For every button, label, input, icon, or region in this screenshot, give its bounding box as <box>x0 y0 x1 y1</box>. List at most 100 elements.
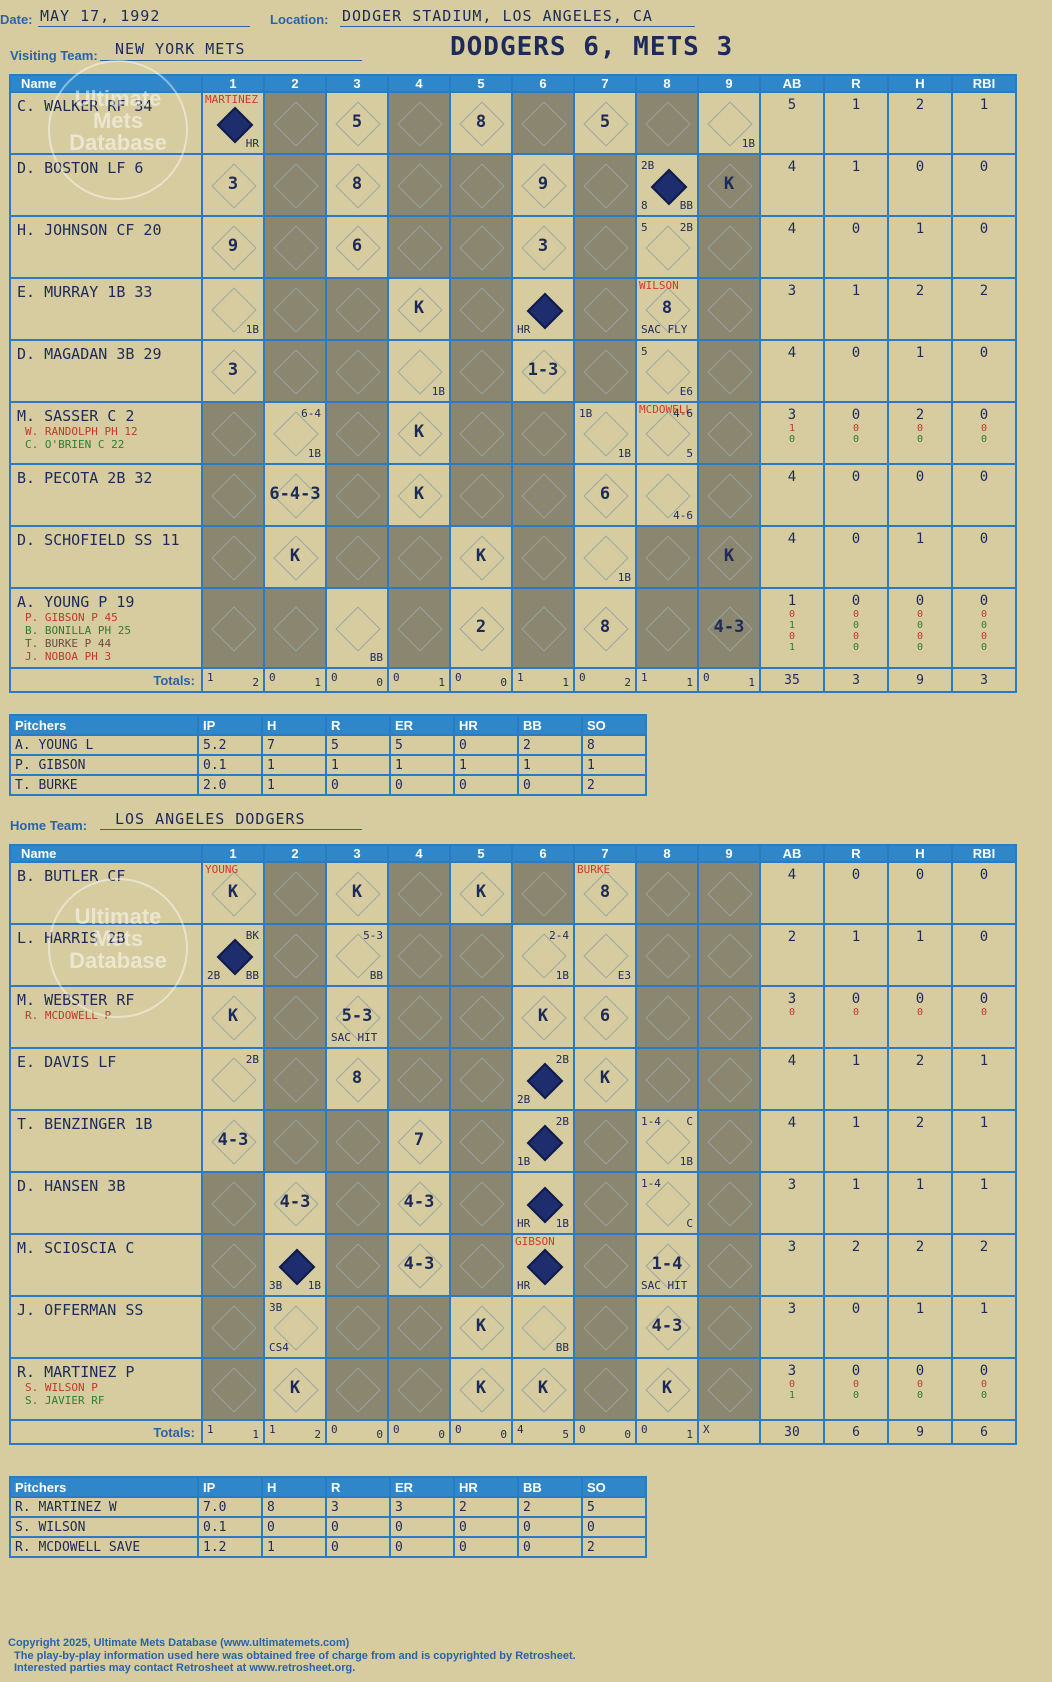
at-bat-cell <box>697 1357 761 1421</box>
at-bat-cell <box>325 525 389 589</box>
inning-hits: 0 <box>500 1428 507 1441</box>
diamond <box>459 287 505 333</box>
ab-value: 5 <box>787 97 797 113</box>
at-bat-cell: 8 <box>325 1047 389 1111</box>
diamond <box>273 225 319 271</box>
at-bat-cell <box>697 277 761 341</box>
play-result: 8 <box>475 112 487 132</box>
h-value: 0 <box>916 642 924 653</box>
play-result: K <box>413 422 425 442</box>
at-bat-cell <box>387 1047 451 1111</box>
at-bat-cell <box>387 153 451 217</box>
at-bat-cell <box>201 1357 265 1421</box>
inning-runs: 0 <box>393 671 400 684</box>
at-bat-cell: 5-3 BB <box>325 923 389 987</box>
at-bat-cell: 2B 1B <box>511 1109 575 1173</box>
pitching-stat: 2 <box>517 734 583 756</box>
at-bat-cell: HR 1B <box>511 1171 575 1235</box>
at-bat-cell <box>263 339 327 403</box>
r-cell: 1 <box>823 277 889 341</box>
play-note: 1B <box>307 447 321 460</box>
inning-total: X <box>697 1419 761 1445</box>
at-bat-cell: 3 <box>511 215 575 279</box>
pitching-stat: 0 <box>453 1536 519 1558</box>
at-bat-cell <box>387 1357 451 1421</box>
diamond <box>273 933 319 979</box>
h-value: 1 <box>915 531 925 547</box>
at-bat-cell: 6 <box>573 463 637 527</box>
diamond <box>459 933 505 979</box>
play-note: 5 <box>641 221 648 234</box>
at-bat-cell: 4-3 <box>635 1295 699 1359</box>
date-label: Date: <box>0 12 33 27</box>
rbi-cell: 0 <box>951 923 1017 987</box>
diamond <box>583 163 629 209</box>
h-value: 2 <box>915 97 925 113</box>
at-bat-cell <box>325 1357 389 1421</box>
pitcher-name: P. GIBSON <box>9 754 199 776</box>
pitching-stat: 2.0 <box>197 774 263 796</box>
pitching-stat: 8 <box>261 1496 327 1518</box>
at-bat-cell: GIBSON HR <box>511 1233 575 1297</box>
play-result: K <box>537 1006 549 1026</box>
play-result: 4-3 <box>217 1130 249 1150</box>
at-bat-cell: 1B <box>201 277 265 341</box>
inning-runs: 4 <box>517 1423 524 1436</box>
diamond <box>583 349 629 395</box>
diamond <box>645 535 691 581</box>
ab-value: 3 <box>787 407 797 423</box>
inning-hits: 1 <box>252 1428 259 1441</box>
at-bat-cell <box>387 1295 451 1359</box>
pitching-stat: 7.0 <box>197 1496 263 1518</box>
visiting-underline <box>100 60 362 61</box>
at-bat-cell <box>201 463 265 527</box>
play-note: 1B <box>555 969 569 982</box>
at-bat-cell: 4-3 <box>387 1233 451 1297</box>
at-bat-cell <box>573 1357 637 1421</box>
at-bat-cell <box>635 1047 699 1111</box>
batter-row: E. DAVIS LF 2B 8 2B 2B K 4 1 2 1 <box>9 1047 1017 1111</box>
rbi-value: 1 <box>979 1053 989 1069</box>
inning-header: 9 <box>697 74 761 93</box>
at-bat-cell: 6 <box>325 215 389 279</box>
watermark-logo: Ultimate Mets Database <box>48 878 188 1018</box>
diamond <box>459 1181 505 1227</box>
pitching-header: IP <box>197 714 263 736</box>
ab-value: 1 <box>788 642 796 653</box>
home-team: LOS ANGELES DODGERS <box>115 810 306 828</box>
at-bat-cell <box>449 277 513 341</box>
h-cell: 0 <box>887 861 953 925</box>
diamond <box>459 349 505 395</box>
pitcher-row: S. WILSON 0.1 0 0 0 0 0 0 <box>9 1516 647 1538</box>
ab-cell: 4 <box>759 1109 825 1173</box>
batter-row: A. YOUNG P 19 P. GIBSON P 45 B. BONILLA PH… <box>9 587 1017 669</box>
inning-runs: 1 <box>517 671 524 684</box>
ab-value: 3 <box>787 1301 797 1317</box>
at-bat-cell <box>511 91 575 155</box>
ab-cell: 3 <box>759 1295 825 1359</box>
diamond <box>645 933 691 979</box>
play-result: 9 <box>227 236 239 256</box>
play-result: K <box>599 1068 611 1088</box>
rbi-cell: 2 <box>951 277 1017 341</box>
pitching-header: Pitchers <box>9 714 199 736</box>
play-note: HR <box>245 137 259 150</box>
at-bat-cell: K <box>449 1295 513 1359</box>
location-underline <box>340 26 695 27</box>
play-note: 3B <box>269 1301 283 1314</box>
column-header-row: Name 1 2 3 4 5 6 7 8 9 AB R H RBI <box>9 74 1017 93</box>
ab-value: 0 <box>788 1379 796 1390</box>
inning-hits: 5 <box>562 1428 569 1441</box>
at-bat-cell <box>449 1047 513 1111</box>
h-value: 2 <box>915 1239 925 1255</box>
diamond <box>583 287 629 333</box>
diamond <box>273 101 319 147</box>
at-bat-cell: K <box>697 153 761 217</box>
at-bat-cell <box>449 923 513 987</box>
rbi-cell: 1 <box>951 1109 1017 1173</box>
